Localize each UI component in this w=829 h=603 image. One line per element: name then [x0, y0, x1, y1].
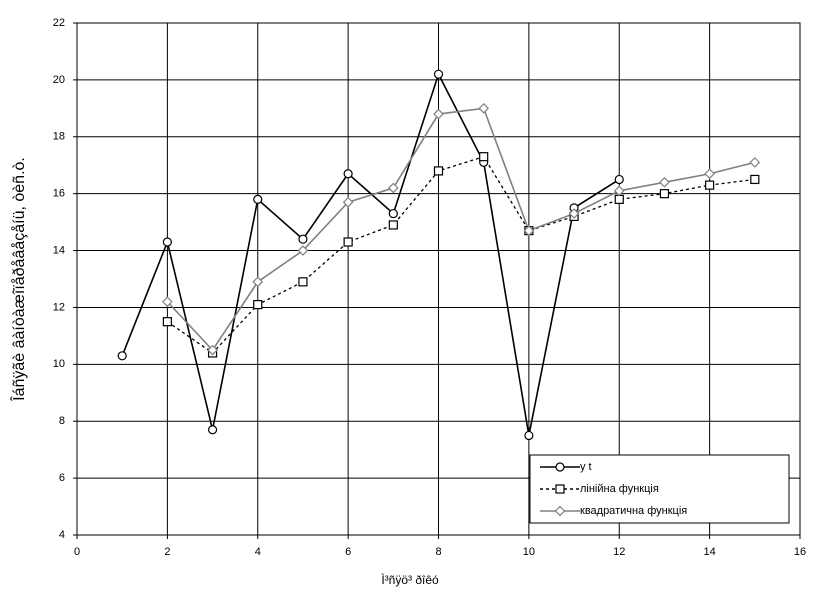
x-tick-label: 12	[613, 546, 625, 558]
x-tick-label: 8	[435, 546, 441, 558]
y-tick-label: 20	[53, 74, 65, 86]
marker	[478, 102, 490, 114]
y-tick-label: 10	[53, 358, 65, 370]
marker	[613, 185, 625, 197]
marker	[614, 194, 624, 204]
legend-marker	[555, 462, 565, 472]
marker	[523, 225, 535, 236]
marker	[298, 234, 308, 244]
legend-label: лінійна функція	[580, 483, 659, 495]
y-tick-label: 12	[53, 301, 65, 313]
legend-label: квадратична функція	[580, 505, 687, 517]
y-tick-label: 16	[53, 188, 65, 200]
y-tick-label: 6	[59, 472, 65, 484]
x-tick-label: 4	[255, 546, 261, 558]
marker	[568, 208, 580, 219]
marker	[297, 245, 309, 256]
marker	[433, 69, 444, 79]
x-tick-label: 2	[164, 546, 170, 558]
marker	[162, 296, 173, 308]
marker	[162, 317, 172, 327]
marker	[343, 237, 353, 247]
y-tick-label: 8	[59, 415, 65, 427]
marker	[343, 169, 353, 179]
marker	[704, 168, 715, 180]
marker	[433, 166, 444, 176]
x-tick-label: 10	[523, 546, 535, 558]
marker	[207, 425, 218, 435]
marker	[659, 176, 670, 188]
marker	[207, 344, 218, 356]
x-tick-label: 14	[704, 546, 716, 558]
series-line	[121, 72, 620, 436]
marker	[614, 174, 624, 185]
marker	[252, 276, 264, 288]
legend-label: y t	[580, 461, 592, 473]
y-tick-label: 14	[53, 244, 65, 256]
marker	[479, 152, 489, 162]
series-line	[167, 155, 755, 354]
y-tick-label: 22	[53, 17, 65, 29]
marker	[388, 208, 398, 219]
marker	[253, 300, 263, 310]
marker	[433, 108, 444, 120]
marker	[162, 237, 172, 247]
x-tick-label: 16	[794, 546, 806, 558]
series-line	[166, 107, 756, 352]
marker	[705, 180, 715, 190]
marker	[298, 277, 308, 287]
marker	[388, 220, 398, 230]
marker	[342, 196, 354, 208]
y-tick-label: 18	[53, 131, 65, 143]
y-tick-label: 4	[59, 529, 65, 541]
x-tick-label: 6	[345, 546, 351, 558]
marker	[524, 430, 534, 441]
marker	[117, 351, 127, 361]
marker	[253, 194, 263, 204]
marker	[659, 189, 670, 199]
x-axis-label: Ì³ñÿö³ ðîêó	[381, 572, 439, 587]
marker	[750, 174, 760, 185]
marker	[749, 157, 761, 168]
x-tick-label: 0	[74, 546, 80, 558]
legend-marker	[555, 484, 565, 494]
y-axis-label: Îáñÿãè âàíòàæîïåðåâåçåíü, òèñ.ò.	[9, 157, 28, 402]
marker	[387, 182, 399, 194]
legend-marker	[554, 505, 566, 517]
